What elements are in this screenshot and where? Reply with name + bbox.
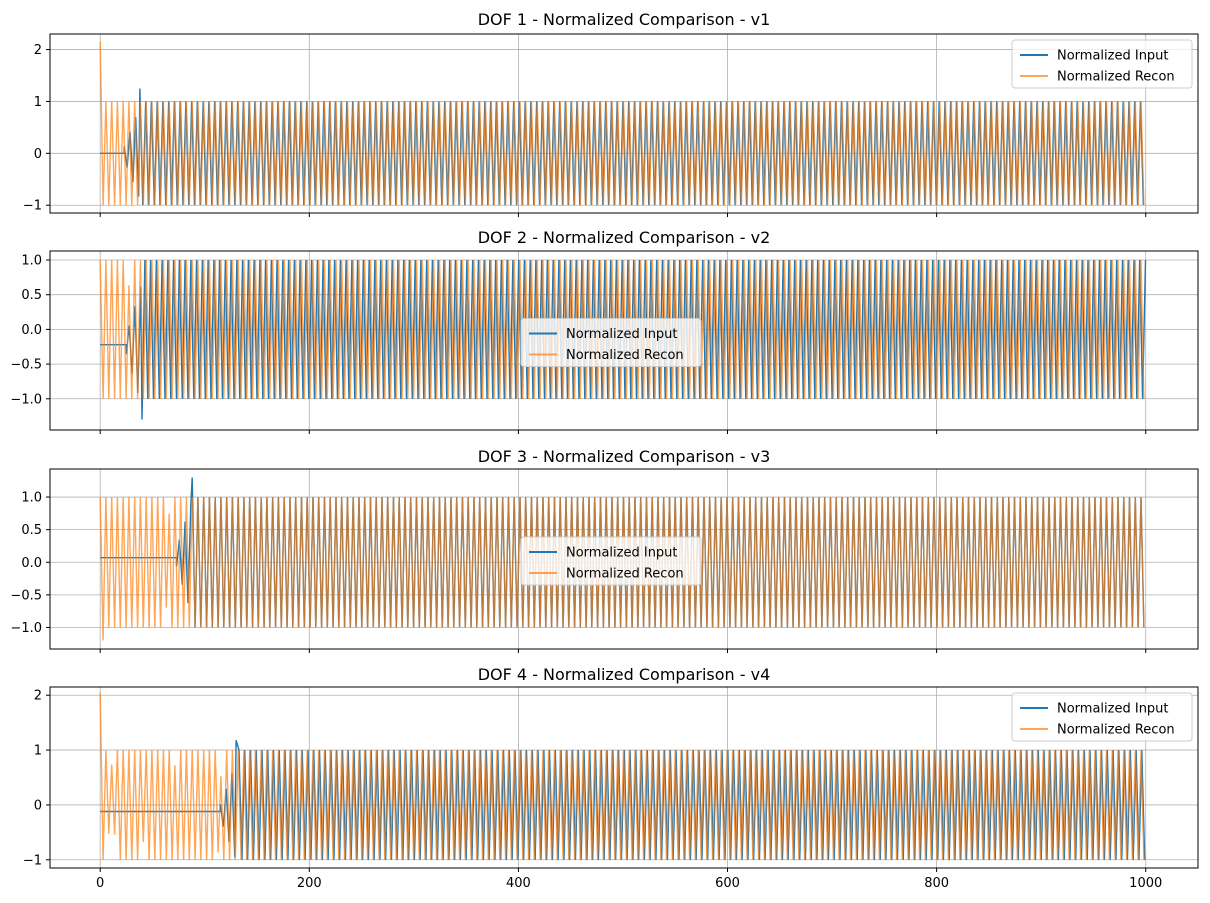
x-tick-label: 800 bbox=[924, 876, 949, 891]
y-tick-label: 1.0 bbox=[21, 254, 42, 269]
legend-box bbox=[1011, 39, 1193, 89]
y-tick-label: 1.0 bbox=[21, 491, 42, 506]
legend-box bbox=[520, 318, 702, 367]
legend-label: Normalized Input bbox=[1057, 702, 1169, 717]
subplot-title: DOF 4 - Normalized Comparison - v4 bbox=[478, 665, 771, 684]
legend: Normalized Input Normalized Recon bbox=[520, 536, 702, 586]
y-tick-label: 0 bbox=[34, 147, 42, 162]
y-tick-label: −1 bbox=[23, 199, 42, 214]
y-tick-label: 0.5 bbox=[21, 523, 42, 538]
y-tick-label: 0 bbox=[34, 798, 42, 813]
y-tick-label: 0.0 bbox=[21, 556, 42, 571]
x-tick-label: 400 bbox=[506, 876, 531, 891]
subplot-title: DOF 1 - Normalized Comparison - v1 bbox=[478, 10, 771, 29]
y-tick-label: 0.5 bbox=[21, 288, 42, 303]
legend-label: Normalized Recon bbox=[1057, 70, 1175, 85]
y-tick-label: −1.0 bbox=[10, 392, 42, 407]
subplot-3: DOF 3 - Normalized Comparison - v3 −1.0 −0… bbox=[10, 447, 1199, 653]
legend: Normalized Input Normalized Recon bbox=[1011, 39, 1193, 89]
legend-box bbox=[520, 536, 702, 586]
subplot-4: DOF 4 - Normalized Comparison - v4−10120… bbox=[23, 665, 1199, 891]
series-line-normalized-input bbox=[100, 740, 1146, 860]
y-tick-label: −0.5 bbox=[10, 358, 42, 373]
series-line-normalized-recon bbox=[99, 41, 1145, 206]
axes-frame bbox=[49, 468, 1199, 650]
x-tick-label: 1000 bbox=[1129, 876, 1162, 891]
subplot-1: DOF 1 - Normalized Comparison - v1 −1 0 1 2 N… bbox=[23, 10, 1199, 217]
subplot-title: DOF 3 - Normalized Comparison - v3 bbox=[478, 447, 771, 466]
y-tick-label: 2 bbox=[34, 689, 42, 704]
legend: Normalized Input Normalized Recon bbox=[1011, 692, 1193, 742]
legend-label: Normalized Recon bbox=[566, 348, 684, 363]
legend-label: Normalized Input bbox=[1057, 49, 1169, 64]
y-tick-label: 2 bbox=[34, 43, 42, 58]
x-tick-label: 600 bbox=[715, 876, 740, 891]
legend-label: Normalized Input bbox=[566, 327, 678, 342]
legend-label: Normalized Input bbox=[566, 546, 678, 561]
y-tick-label: −1 bbox=[23, 853, 42, 868]
x-tick-label: 0 bbox=[96, 876, 104, 891]
legend-label: Normalized Recon bbox=[1057, 723, 1175, 738]
y-tick-label: 1 bbox=[34, 744, 42, 759]
series-line-normalized-recon bbox=[99, 692, 1145, 860]
y-tick-label: −1.0 bbox=[10, 621, 42, 636]
x-tick-label: 200 bbox=[297, 876, 322, 891]
axes-frame bbox=[49, 250, 1199, 431]
legend: Normalized Input Normalized Recon bbox=[520, 318, 702, 367]
subplot-2: DOF 2 - Normalized Comparison - v2 −1.0 −0… bbox=[10, 228, 1199, 434]
y-tick-label: −0.5 bbox=[10, 588, 42, 603]
legend-label: Normalized Recon bbox=[566, 567, 684, 582]
subplot-title: DOF 2 - Normalized Comparison - v2 bbox=[478, 228, 771, 247]
y-tick-label: 0.0 bbox=[21, 323, 42, 338]
y-tick-label: 1 bbox=[34, 95, 42, 110]
axes-frame bbox=[49, 33, 1199, 214]
axes-frame bbox=[49, 686, 1199, 869]
legend-box bbox=[1011, 692, 1193, 742]
